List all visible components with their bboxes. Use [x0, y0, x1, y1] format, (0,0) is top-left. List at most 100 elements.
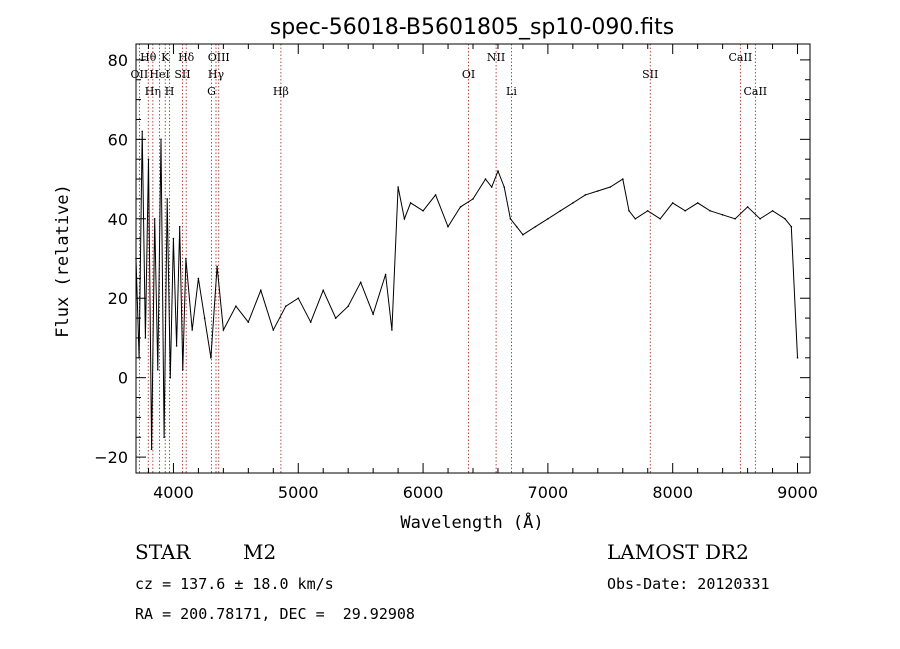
spectrum-point	[175, 345, 178, 347]
spectrum-point	[584, 194, 587, 196]
spectrum-point	[260, 289, 262, 292]
y-tick-label: 20	[108, 289, 128, 308]
spectrum-point	[790, 225, 793, 228]
spectrum-point	[169, 376, 172, 379]
spectrum-point	[771, 210, 774, 212]
spectrum-point	[216, 265, 218, 268]
spectral-line-label: Hβ	[273, 85, 289, 98]
spectrum-point	[153, 218, 156, 220]
spectrum-point	[403, 218, 406, 220]
spectrum-point	[447, 225, 449, 228]
spectrum-point	[235, 305, 237, 308]
spectrum-point	[490, 186, 493, 188]
x-tick-label: 9000	[777, 483, 818, 502]
spectral-line-label: H	[165, 85, 175, 98]
spectrum-point	[522, 233, 524, 236]
spectrum-point	[609, 186, 612, 188]
x-tick-label: 4000	[153, 483, 194, 502]
spectrum-point	[784, 218, 786, 220]
spectrum-point	[434, 194, 437, 196]
object-subclass: M2	[243, 540, 277, 564]
spectral-line-label: Li	[506, 85, 517, 98]
spectrum-point	[150, 448, 153, 451]
spectrum-point	[384, 273, 387, 276]
spectrum-point	[182, 368, 184, 371]
spectrum-point	[285, 305, 287, 308]
spectrum-point	[796, 357, 799, 359]
spectral-line-label: G	[207, 85, 216, 98]
spectrum-point	[659, 218, 661, 220]
spectrum-point	[515, 225, 518, 228]
spectral-line-label: HeI	[149, 68, 169, 81]
x-axis-label: Wavelength (Å)	[400, 511, 543, 533]
spectrum-point	[163, 436, 165, 439]
spectrum-point	[734, 218, 736, 220]
x-tick-label: 8000	[652, 483, 693, 502]
y-tick-label: 80	[108, 51, 128, 70]
spectrum-point	[197, 277, 200, 280]
spectrum-point	[628, 210, 630, 212]
spectrum-point	[334, 317, 337, 319]
plot-frame	[135, 43, 811, 474]
y-tick-label: 60	[108, 130, 128, 149]
spectrum-point	[472, 198, 474, 200]
spectrum-point	[559, 210, 562, 212]
spectral-line-label: SII	[642, 68, 658, 81]
spectrum-point	[172, 237, 175, 240]
spectrum-point	[459, 206, 462, 208]
spectrum-point	[391, 329, 393, 331]
spectrum-point	[147, 158, 150, 160]
spectrum-point	[634, 218, 637, 220]
spectral-line-label: CaII	[729, 51, 753, 64]
spectrum-point	[141, 130, 143, 133]
spectrum-point	[185, 257, 187, 260]
redshift-readout: cz = 137.6 ± 18.0 km/s	[135, 575, 334, 593]
spectral-line-label: NII	[487, 51, 505, 64]
spectrum-point	[422, 210, 424, 212]
spectrum-point	[497, 170, 499, 172]
spectrum-point	[359, 281, 362, 284]
spectrum-point	[709, 210, 711, 212]
spectral-lines: OII Hθ Hη HeI K H SII Hδ G Hγ OIII Hβ OI NII Li SII CaII…	[131, 44, 767, 473]
spectrum-point	[166, 198, 168, 200]
spectrum-point	[572, 202, 574, 204]
spectral-line-label: SII	[174, 68, 190, 81]
spectrum-point	[503, 186, 506, 188]
spectral-line-label: CaII	[743, 85, 767, 98]
spectrum-point	[144, 337, 147, 339]
y-tick-label: −20	[94, 448, 128, 467]
spectrum-line	[135, 131, 798, 450]
spectrum-point	[372, 313, 374, 315]
survey-name: LAMOST DR2	[607, 540, 749, 564]
spectrum-point	[272, 329, 275, 331]
coordinates: RA = 200.78171, DEC = 29.92908	[135, 605, 415, 623]
y-tick-label: 40	[108, 210, 128, 229]
spectrum-point	[160, 138, 162, 141]
spectrum-point	[484, 178, 487, 180]
x-tick-label: 6000	[403, 483, 444, 502]
spectral-line-label: K	[161, 51, 170, 64]
y-axis-label: Flux (relative)	[53, 184, 73, 338]
spectrum-point	[684, 210, 686, 212]
spectrum-point	[534, 225, 537, 228]
chart-title: spec-56018-B5601805_sp10-090.fits	[270, 15, 675, 40]
spectrum-point	[509, 218, 512, 220]
spectrum-point	[397, 186, 399, 188]
spectral-line-label: Hδ	[178, 51, 195, 64]
spectral-line-label: OIII	[208, 51, 230, 64]
object-class: STAR	[135, 540, 191, 564]
spectrum-point	[696, 202, 699, 204]
obs-date: Obs-Date: 20120331	[607, 575, 770, 593]
spectrum-point	[409, 202, 412, 204]
spectrum-point	[759, 218, 761, 220]
spectrum-point	[203, 317, 206, 319]
y-tick-label: 0	[118, 369, 128, 388]
spectrum-point	[746, 206, 749, 208]
spectral-line-label: Hθ	[140, 51, 157, 64]
spectral-line-label: OI	[462, 68, 475, 81]
x-tick-label: 7000	[528, 483, 569, 502]
spectrum-point	[622, 178, 624, 180]
spectrum-point	[721, 214, 724, 216]
spectrum-point	[597, 190, 599, 192]
